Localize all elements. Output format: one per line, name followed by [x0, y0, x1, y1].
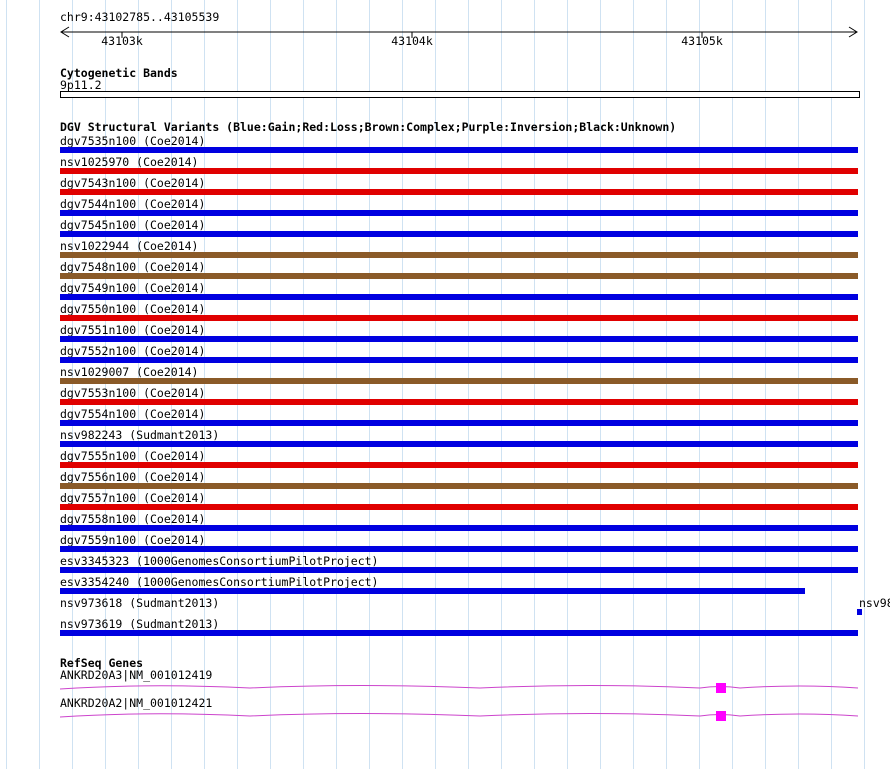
- variant-bar[interactable]: [60, 231, 858, 237]
- variant-bar[interactable]: [60, 567, 858, 573]
- variant-label: dgv7550n100 (Coe2014): [60, 302, 206, 316]
- variant-label: dgv7553n100 (Coe2014): [60, 386, 206, 400]
- cytoband-name: 9p11.2: [60, 78, 102, 92]
- variant-bar[interactable]: [60, 441, 858, 447]
- variant-row: nsv1025970 (Coe2014): [60, 156, 858, 177]
- ruler-tick-label: 43104k: [391, 34, 433, 48]
- cytobands-section-title: Cytogenetic Bands: [60, 66, 178, 80]
- variant-label: dgv7557n100 (Coe2014): [60, 491, 206, 505]
- variant-bar[interactable]: [60, 252, 858, 258]
- variant-bar[interactable]: [857, 609, 862, 615]
- variant-bar[interactable]: [60, 315, 858, 321]
- intron-line: [60, 685, 858, 690]
- variant-bar[interactable]: [60, 210, 858, 216]
- variant-label: dgv7559n100 (Coe2014): [60, 533, 206, 547]
- variant-bar[interactable]: [60, 462, 858, 468]
- variant-label: dgv7544n100 (Coe2014): [60, 197, 206, 211]
- variant-label: dgv7535n100 (Coe2014): [60, 134, 206, 148]
- variant-row: dgv7543n100 (Coe2014): [60, 177, 858, 198]
- variant-row: esv3345323 (1000GenomesConsortiumPilotPr…: [60, 555, 858, 576]
- variant-row: dgv7535n100 (Coe2014): [60, 135, 858, 156]
- variant-row: dgv7550n100 (Coe2014): [60, 303, 858, 324]
- variant-label-truncated: nsv98: [859, 596, 890, 610]
- variant-bar[interactable]: [60, 483, 858, 489]
- variant-row: nsv1022944 (Coe2014): [60, 240, 858, 261]
- variant-row: dgv7544n100 (Coe2014): [60, 198, 858, 219]
- variant-row: dgv7555n100 (Coe2014): [60, 450, 858, 471]
- variant-row: dgv7554n100 (Coe2014): [60, 408, 858, 429]
- variant-bar[interactable]: [60, 630, 858, 636]
- gene-label: ANKRD20A2|NM_001012421: [60, 696, 213, 710]
- variant-label: nsv973618 (Sudmant2013): [60, 596, 220, 610]
- coordinate-ruler: [60, 26, 858, 38]
- variant-label: dgv7551n100 (Coe2014): [60, 323, 206, 337]
- variant-row: esv3354240 (1000GenomesConsortiumPilotPr…: [60, 576, 858, 597]
- variant-row: dgv7559n100 (Coe2014): [60, 534, 858, 555]
- dgv-track-rows: dgv7535n100 (Coe2014) nsv1025970 (Coe2014…: [60, 135, 890, 639]
- gene-model[interactable]: [60, 681, 858, 695]
- variant-label: nsv982243 (Sudmant2013): [60, 428, 220, 442]
- variant-label: nsv1029007 (Coe2014): [60, 365, 199, 379]
- ruler-tick-label: 43105k: [681, 34, 723, 48]
- variant-row: nsv1029007 (Coe2014): [60, 366, 858, 387]
- variant-label: dgv7556n100 (Coe2014): [60, 470, 206, 484]
- variant-label: dgv7554n100 (Coe2014): [60, 407, 206, 421]
- variant-label: dgv7548n100 (Coe2014): [60, 260, 206, 274]
- variant-row: dgv7551n100 (Coe2014): [60, 324, 858, 345]
- variant-bar[interactable]: [60, 525, 858, 531]
- variant-bar[interactable]: [60, 420, 858, 426]
- variant-row: dgv7558n100 (Coe2014): [60, 513, 858, 534]
- variant-bar[interactable]: [60, 588, 805, 594]
- variant-bar[interactable]: [60, 147, 858, 153]
- gene-label: ANKRD20A3|NM_001012419: [60, 668, 213, 682]
- variant-bar[interactable]: [60, 399, 858, 405]
- gene-model[interactable]: [60, 709, 858, 723]
- variant-row: nsv973618 (Sudmant2013) nsv98: [60, 596, 890, 618]
- ruler-left-arrow-icon: [60, 26, 70, 38]
- variant-label: dgv7543n100 (Coe2014): [60, 176, 206, 190]
- variant-label: dgv7555n100 (Coe2014): [60, 449, 206, 463]
- variant-row: dgv7556n100 (Coe2014): [60, 471, 858, 492]
- refseq-section-title: RefSeq Genes: [60, 656, 144, 670]
- variant-row: dgv7557n100 (Coe2014): [60, 492, 858, 513]
- gene-row: ANKRD20A3|NM_001012419: [60, 669, 858, 697]
- variant-row: nsv982243 (Sudmant2013): [60, 429, 858, 450]
- region-label: chr9:43102785..43105539: [60, 10, 220, 24]
- refseq-genes: ANKRD20A3|NM_001012419 ANKRD20A2|NM_00101…: [60, 669, 858, 725]
- variant-row: dgv7553n100 (Coe2014): [60, 387, 858, 408]
- intron-line: [60, 713, 858, 718]
- exon-block[interactable]: [716, 683, 726, 693]
- variant-bar[interactable]: [60, 273, 858, 279]
- variant-bar[interactable]: [60, 294, 858, 300]
- variant-row: dgv7552n100 (Coe2014): [60, 345, 858, 366]
- ruler-tick-label: 43103k: [101, 34, 143, 48]
- variant-row: dgv7545n100 (Coe2014): [60, 219, 858, 240]
- variant-bar[interactable]: [60, 546, 858, 552]
- variant-bar[interactable]: [60, 378, 858, 384]
- gene-row: ANKRD20A2|NM_001012421: [60, 697, 858, 725]
- variant-label: nsv973619 (Sudmant2013): [60, 617, 220, 631]
- variant-bar[interactable]: [60, 189, 858, 195]
- ruler-right-arrow-icon: [848, 26, 858, 38]
- variant-label: nsv1025970 (Coe2014): [60, 155, 199, 169]
- variant-row: dgv7548n100 (Coe2014): [60, 261, 858, 282]
- variant-row: nsv973619 (Sudmant2013): [60, 618, 858, 639]
- variant-label: dgv7549n100 (Coe2014): [60, 281, 206, 295]
- variant-row: dgv7549n100 (Coe2014): [60, 282, 858, 303]
- exon-block[interactable]: [716, 711, 726, 721]
- variant-label: dgv7545n100 (Coe2014): [60, 218, 206, 232]
- variant-label: dgv7552n100 (Coe2014): [60, 344, 206, 358]
- variant-bar[interactable]: [60, 336, 858, 342]
- variant-label: esv3345323 (1000GenomesConsortiumPilotPr…: [60, 554, 379, 568]
- variant-bar[interactable]: [60, 357, 858, 363]
- variant-label: nsv1022944 (Coe2014): [60, 239, 199, 253]
- cytoband-bar: [60, 91, 860, 98]
- variant-label: esv3354240 (1000GenomesConsortiumPilotPr…: [60, 575, 379, 589]
- variant-bar[interactable]: [60, 168, 858, 174]
- variant-bar[interactable]: [60, 504, 858, 510]
- variant-label: dgv7558n100 (Coe2014): [60, 512, 206, 526]
- dgv-section-title: DGV Structural Variants (Blue:Gain;Red:L…: [60, 120, 677, 134]
